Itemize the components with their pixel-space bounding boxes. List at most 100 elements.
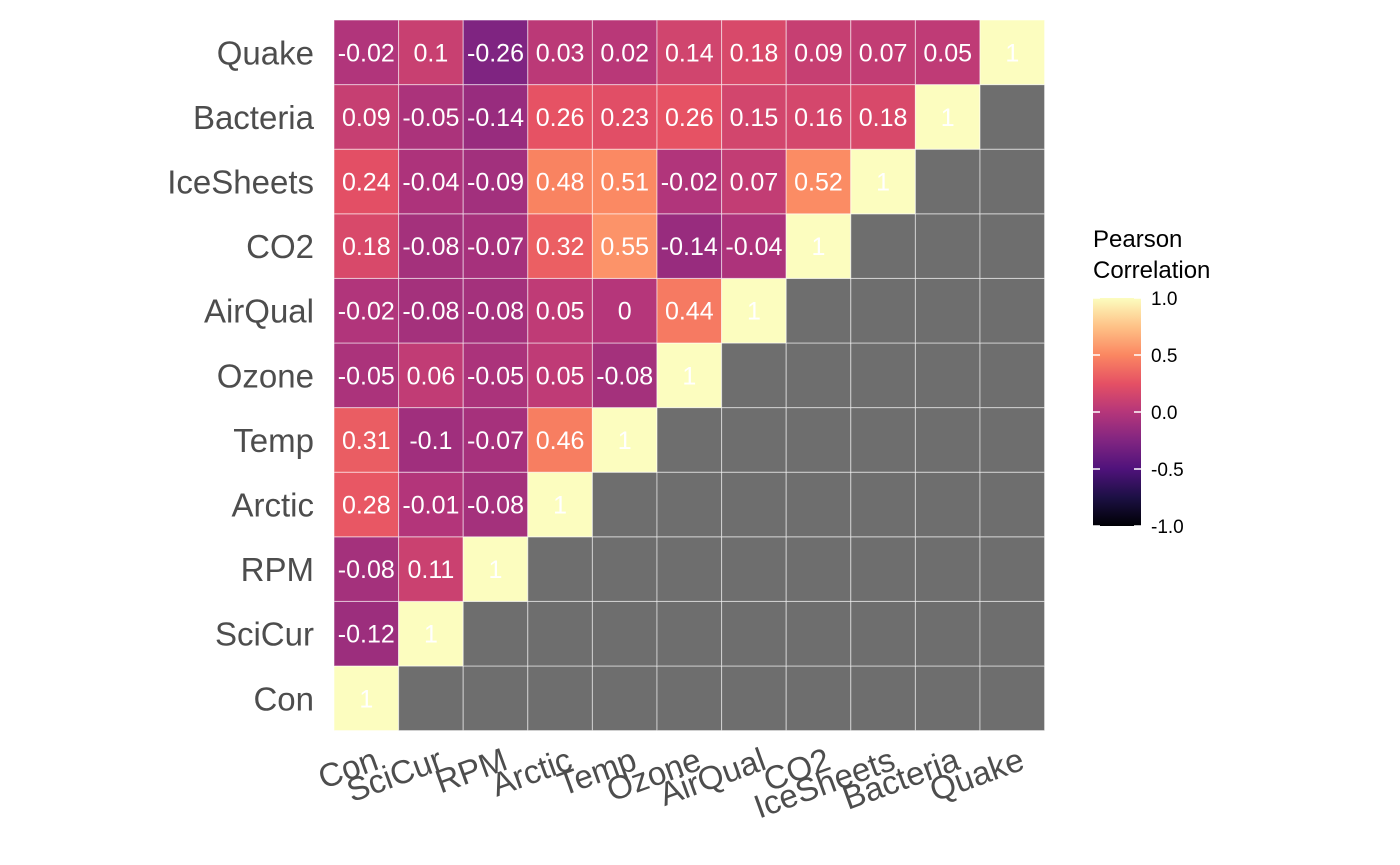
heatmap-cell bbox=[591, 19, 658, 86]
cell-value-label: 0.09 bbox=[794, 39, 843, 67]
cell-value-label: -0.07 bbox=[467, 427, 524, 455]
cell-value-label: 0.48 bbox=[536, 169, 585, 197]
heatmap-cell bbox=[462, 342, 529, 409]
heatmap-cell bbox=[398, 19, 464, 86]
cell-value-label: 0.1 bbox=[414, 39, 449, 67]
heatmap-cell bbox=[398, 665, 464, 732]
cell-value-label: 0 bbox=[618, 298, 632, 326]
heatmap-cell bbox=[785, 19, 852, 86]
heatmap-cell bbox=[785, 665, 852, 732]
cell-value-label: -0.08 bbox=[467, 298, 524, 326]
heatmap-cell bbox=[914, 213, 981, 279]
heatmap-cell bbox=[721, 277, 787, 344]
legend-ticks: 1.0 0.5 0.0 -0.5 -1.0 bbox=[1093, 289, 1184, 538]
heatmap-cell bbox=[398, 407, 464, 473]
cell-value-label: 1 bbox=[876, 169, 890, 197]
heatmap-cell bbox=[721, 148, 787, 215]
heatmap-cell bbox=[914, 148, 981, 215]
heatmap-cell bbox=[914, 600, 981, 667]
cell-value-label: -0.04 bbox=[725, 233, 782, 261]
heatmap-cell bbox=[398, 342, 464, 409]
heatmap-cell bbox=[850, 600, 916, 667]
cell-value-label: -0.02 bbox=[338, 39, 395, 67]
heatmap-cell bbox=[979, 148, 1046, 215]
heatmap-cell bbox=[785, 342, 852, 409]
cell-value-label: 0.18 bbox=[730, 39, 779, 67]
heatmap-cell bbox=[591, 471, 658, 538]
y-tick-label: Ozone bbox=[217, 357, 314, 394]
y-tick-label: Bacteria bbox=[193, 99, 315, 136]
cell-value-label: 1 bbox=[941, 104, 955, 132]
heatmap-cell bbox=[462, 471, 529, 538]
cell-value-label: 0.16 bbox=[794, 104, 843, 132]
heatmap-cell bbox=[333, 19, 400, 86]
cell-value-label: -0.05 bbox=[402, 104, 459, 132]
heatmap-cell bbox=[398, 213, 464, 279]
heatmap-cell bbox=[979, 213, 1046, 279]
y-tick-label: Quake bbox=[217, 34, 314, 71]
heatmap-cell bbox=[462, 84, 529, 150]
cell-value-label: 0.55 bbox=[600, 233, 649, 261]
cell-value-label: 0.32 bbox=[536, 233, 585, 261]
heatmap-cell bbox=[333, 148, 400, 215]
heatmap-cell bbox=[462, 277, 529, 344]
cell-value-label: 0.28 bbox=[342, 492, 391, 520]
heatmap-cell bbox=[656, 342, 723, 409]
cell-value-label: 0.05 bbox=[536, 362, 585, 390]
legend-tick-label: -1.0 bbox=[1151, 517, 1184, 538]
x-axis-tick-labels: ConSciCurRPMArcticTempOzoneAirQualCO2Ice… bbox=[313, 740, 1029, 825]
cell-value-label: 1 bbox=[489, 556, 503, 584]
heatmap-cell bbox=[850, 213, 916, 279]
cell-value-label: 0.15 bbox=[730, 104, 779, 132]
heatmap-cell bbox=[979, 342, 1046, 409]
heatmap-cell bbox=[721, 342, 787, 409]
heatmap-cell bbox=[527, 407, 593, 473]
heatmap-cell bbox=[591, 600, 658, 667]
heatmap-cell bbox=[591, 407, 658, 473]
heatmap-cell bbox=[656, 536, 723, 602]
cell-value-label: -0.08 bbox=[467, 492, 524, 520]
heatmap-cell bbox=[398, 471, 464, 538]
heatmap-cell bbox=[979, 277, 1046, 344]
cell-value-label: 0.44 bbox=[665, 298, 714, 326]
heatmap-cell bbox=[914, 19, 981, 86]
heatmap-cell bbox=[591, 148, 658, 215]
y-tick-label: CO2 bbox=[246, 228, 314, 265]
heatmap-cell bbox=[656, 600, 723, 667]
heatmap-cell bbox=[721, 471, 787, 538]
legend-title-line-1: Pearson bbox=[1093, 226, 1182, 253]
heatmap-cell bbox=[785, 471, 852, 538]
heatmap-cell bbox=[914, 342, 981, 409]
heatmap-cell bbox=[333, 665, 400, 732]
cell-value-label: 0.09 bbox=[342, 104, 391, 132]
heatmap-cell bbox=[398, 600, 464, 667]
heatmap-cell bbox=[785, 213, 852, 279]
heatmap-cell bbox=[656, 148, 723, 215]
cell-value-label: 0.03 bbox=[536, 39, 585, 67]
heatmap-cell bbox=[979, 536, 1046, 602]
heatmap-cell bbox=[721, 665, 787, 732]
cell-value-label: 0.26 bbox=[536, 104, 585, 132]
heatmap-cell bbox=[333, 600, 400, 667]
cell-value-label: 1 bbox=[747, 298, 761, 326]
heatmap-cell bbox=[398, 277, 464, 344]
cell-value-label: -0.14 bbox=[661, 233, 718, 261]
y-tick-label: Arctic bbox=[232, 487, 315, 524]
heatmap-cell bbox=[462, 536, 529, 602]
heatmap-cell bbox=[914, 471, 981, 538]
heatmap-cell bbox=[527, 148, 593, 215]
heatmap-cell bbox=[979, 471, 1046, 538]
cell-value-label: 0.07 bbox=[730, 169, 779, 197]
legend-tick-label: 0.0 bbox=[1151, 403, 1177, 424]
legend-tick-label: 1.0 bbox=[1151, 289, 1177, 310]
heatmap-cell bbox=[527, 84, 593, 150]
heatmap-cell bbox=[979, 600, 1046, 667]
heatmap-cell bbox=[979, 665, 1046, 732]
heatmap-cell bbox=[914, 277, 981, 344]
heatmap-cell bbox=[462, 148, 529, 215]
heatmap-cell bbox=[850, 665, 916, 732]
heatmap-cell bbox=[914, 407, 981, 473]
heatmap-cell bbox=[656, 665, 723, 732]
cell-value-label: 1 bbox=[1005, 39, 1019, 67]
cell-value-label: -0.14 bbox=[467, 104, 524, 132]
